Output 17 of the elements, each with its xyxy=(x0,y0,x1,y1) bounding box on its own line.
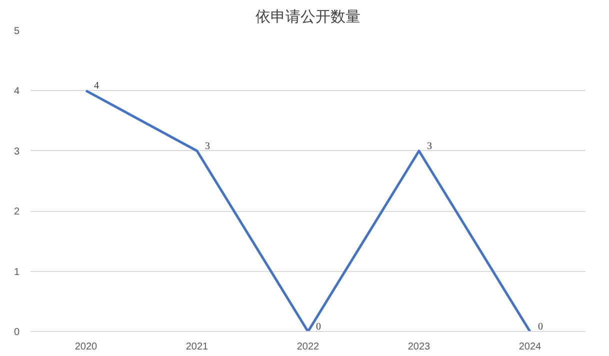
y-tick-label: 2 xyxy=(14,206,20,218)
data-label: 0 xyxy=(316,322,321,332)
x-tick-label: 2020 xyxy=(74,342,98,352)
data-label: 3 xyxy=(205,140,210,152)
chart-title: 依申请公开数量 xyxy=(256,8,360,26)
y-tick-label: 0 xyxy=(14,327,20,338)
y-tick-label: 5 xyxy=(14,26,20,37)
data-label: 0 xyxy=(538,322,543,332)
x-tick-label: 2023 xyxy=(408,342,431,352)
data-label: 4 xyxy=(94,80,99,92)
x-tick-label: 2024 xyxy=(518,342,542,352)
data-label: 3 xyxy=(427,140,432,152)
x-tick-label: 2022 xyxy=(296,342,320,352)
y-tick-label: 1 xyxy=(14,266,20,278)
x-tick-label: 2021 xyxy=(186,342,209,352)
y-tick-label: 3 xyxy=(14,146,20,158)
y-tick-label: 4 xyxy=(14,86,20,98)
